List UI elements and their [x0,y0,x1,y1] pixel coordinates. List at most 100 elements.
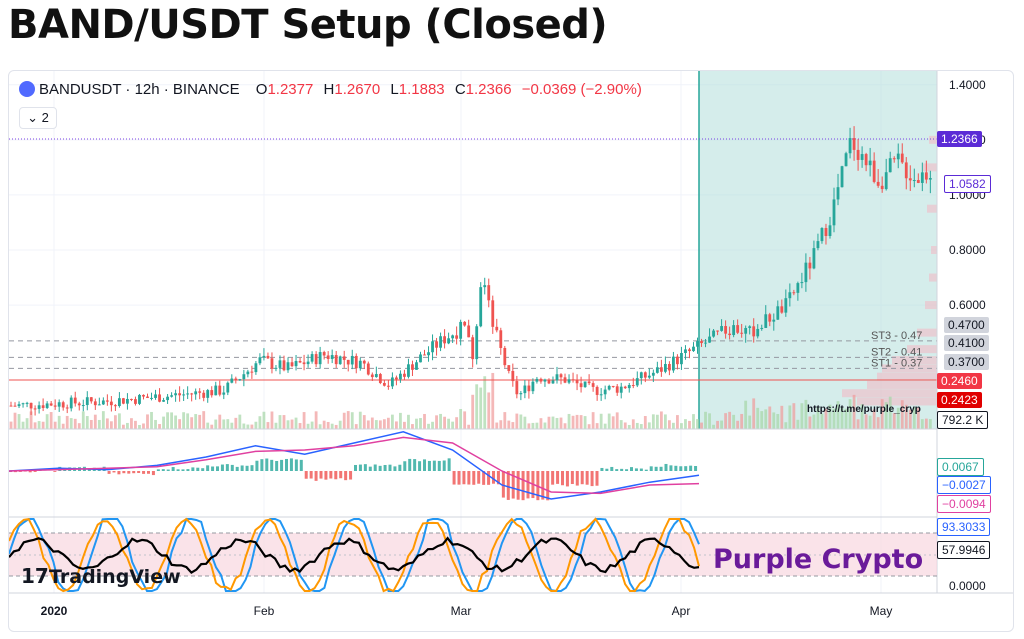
candle-body [631,385,635,387]
volume-bar [619,420,623,429]
candle-body [716,330,719,332]
macd-hist-bar [649,466,653,471]
volume-bar [286,420,290,429]
volume-bar [378,420,382,429]
candle-body [270,358,274,369]
macd-hist-bar [561,471,564,486]
macd-hist-bar [600,467,604,471]
candle-body [511,370,515,382]
volume-bar [254,421,258,429]
candle-body [768,314,772,322]
candle-body [828,225,832,236]
macd-hist-bar [358,464,362,471]
candle-body [334,355,338,365]
macd-hist-bar [334,471,338,480]
candle-body [872,160,876,182]
volume-bar [382,419,386,429]
macd-hist-bar [230,464,234,471]
volume-bar [61,423,65,429]
volume-bar [362,415,366,429]
volume-bar [928,419,932,429]
candle-body [186,393,190,395]
candle-body [672,356,675,371]
volume-bar [724,413,728,429]
macd-hist-bar [112,471,116,473]
volume-bar [202,411,206,429]
candle-body [150,397,153,399]
volume-bar [350,412,354,429]
volume-bar [631,419,635,429]
telegram-url: https://t.me/purple_cryp [807,404,921,415]
volume-bar [358,411,362,429]
candle-body [571,379,575,381]
macd-hist-bar [117,471,121,475]
volume-bar [13,412,17,429]
volume-bar [178,419,182,429]
macd-hist-bar [447,458,451,471]
volume-bar [354,424,358,429]
candle-body [326,355,330,359]
candle-body [29,402,33,409]
candle-body [286,362,290,371]
macd-hist-bar [166,469,170,471]
volume-bar [423,413,426,429]
candle-body [250,371,254,373]
candle-body [607,385,611,390]
volume-bar [896,407,900,429]
volume-bar [916,407,920,429]
macd-hist-bar [630,467,633,471]
candle-body [246,371,250,375]
candle-body [655,367,659,373]
volume-bar [591,412,595,429]
macd-hist-bar [457,471,461,485]
candle-body [483,285,487,288]
macd-hist-bar [664,463,668,471]
volume-bar [832,408,836,429]
candle-body [266,355,270,359]
volume-bar [836,401,840,429]
macd-hist-bar [408,458,412,471]
macd-hist-bar [442,460,446,471]
volume-bar [519,414,523,429]
macd-hist-bar [452,471,456,485]
candle-body [77,403,81,406]
candle-body [515,381,519,395]
candle-body [796,283,800,293]
candle-body [639,372,643,379]
macd-hist-bar [427,460,431,471]
volume-bar [17,414,21,429]
candle-body [282,360,286,371]
macd-hist-bar [142,471,146,474]
volume-bar [206,422,210,429]
volume-bar [262,411,266,429]
volume-bar [599,413,603,429]
candle-body [314,354,318,365]
volume-bar [374,420,378,429]
candle-body [274,367,278,369]
candle-body [587,381,591,384]
x-tick-label: May [870,604,893,618]
volume-bar [643,416,647,429]
macd-hist-bar [368,466,372,471]
volume-bar [346,411,350,429]
candle-body [916,180,920,183]
volume-bar [772,412,776,429]
volume-bar [170,412,173,429]
volume-bar [551,416,555,429]
volume-bar [776,413,780,429]
candle-body [700,341,703,344]
symbol-label[interactable]: BANDUSDT · 12h · BINANCE [39,81,240,98]
candle-body [519,393,523,395]
candle-body [25,402,29,404]
candle-body [330,355,334,359]
candle-body [338,356,342,365]
candle-body [306,361,310,365]
volume-bar [471,394,475,429]
volume-bar [543,422,547,429]
candle-body [81,405,85,407]
indicators-toggle-button[interactable]: ⌄ 2 [19,107,57,129]
macd-hist-bar [413,459,417,471]
candle-body [808,262,812,269]
